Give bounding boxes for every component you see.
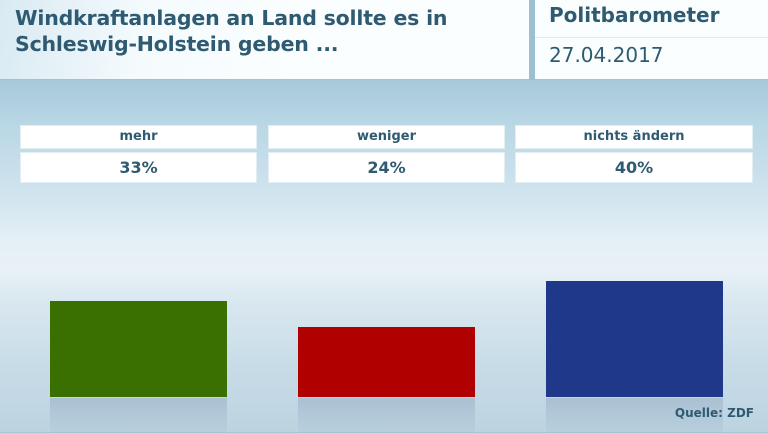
bar-nichts-aendern [546,281,723,397]
chart-title-line-1: Windkraftanlagen an Land sollte es in [15,6,448,30]
chart-title-line-2: Schleswig-Holstein geben ... [15,32,339,56]
program-separator [535,37,768,38]
header-divider [529,0,535,80]
bar-reflection-nichts-aendern [546,398,723,433]
source-label: Quelle: ZDF [674,406,754,420]
program-panel: Politbarometer 27.04.2017 [535,0,768,80]
title-panel: Windkraftanlagen an Land sollte es in Sc… [0,0,529,80]
column-value-mehr: 33% [20,152,257,183]
column-label-weniger: weniger [268,125,505,149]
survey-date: 27.04.2017 [549,43,664,67]
bar-weniger [298,327,475,397]
program-name: Politbarometer [549,3,720,27]
column-label-mehr: mehr [20,125,257,149]
bar-reflection-mehr [50,398,227,433]
chart-title: Windkraftanlagen an Land sollte es in Sc… [15,5,525,57]
bar-mehr [50,301,227,397]
column-value-nichts-aendern: 40% [515,152,753,183]
bar-reflection-weniger [298,398,475,433]
column-value-weniger: 24% [268,152,505,183]
column-label-nichts-aendern: nichts ändern [515,125,753,149]
